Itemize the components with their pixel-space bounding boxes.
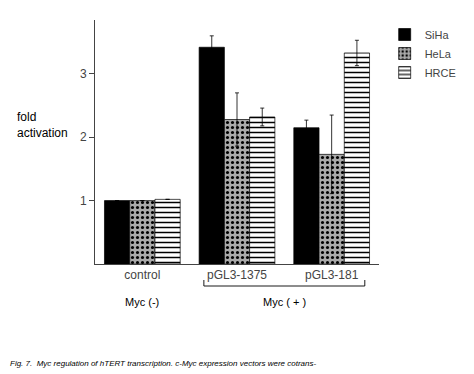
svg-text:foldactivation: foldactivation	[17, 110, 68, 140]
svg-text:Myc (-): Myc (-)	[125, 296, 159, 308]
svg-text:pGL3-1375: pGL3-1375	[207, 268, 267, 282]
svg-text:HRCE: HRCE	[425, 67, 456, 79]
svg-text:3: 3	[80, 67, 87, 81]
svg-text:2: 2	[80, 130, 87, 144]
svg-text:Fig. 7. Myc regulation of hTE: Fig. 7. Myc regulation of hTERT transcri…	[10, 359, 317, 368]
svg-text:1: 1	[80, 194, 87, 208]
svg-text:HeLa: HeLa	[425, 48, 452, 60]
svg-text:SiHa: SiHa	[425, 29, 450, 41]
svg-text:Myc ( + ): Myc ( + )	[263, 296, 306, 308]
svg-text:control: control	[124, 268, 160, 282]
svg-text:pGL3-181: pGL3-181	[305, 268, 359, 282]
